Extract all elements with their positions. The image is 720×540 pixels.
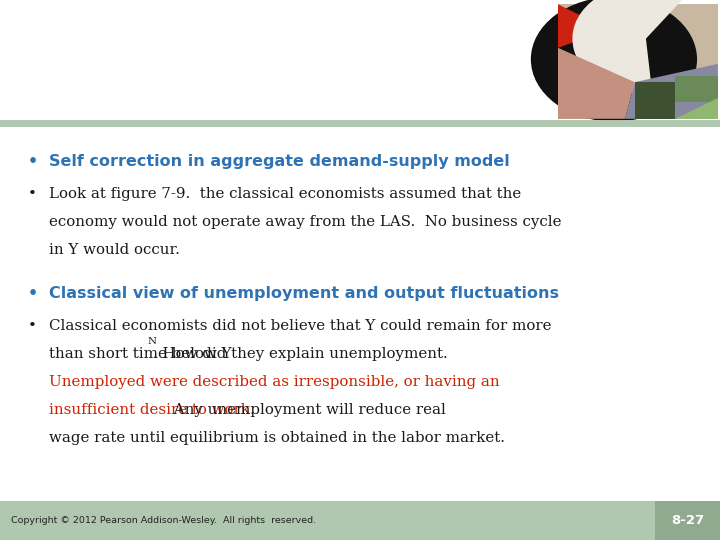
FancyBboxPatch shape — [655, 501, 720, 540]
Text: Classical economists did not believe that Y could remain for more: Classical economists did not believe tha… — [49, 319, 552, 333]
Text: economy would not operate away from the LAS.  No business cycle: economy would not operate away from the … — [49, 215, 562, 229]
Text: Copyright © 2012 Pearson Addison-Wesley.  All rights  reserved.: Copyright © 2012 Pearson Addison-Wesley.… — [11, 516, 316, 525]
Text: . How did they explain unemployment.: . How did they explain unemployment. — [153, 347, 448, 361]
Bar — [635, 82, 675, 119]
Text: Classical view of unemployment and output fluctuations: Classical view of unemployment and outpu… — [49, 286, 559, 301]
FancyBboxPatch shape — [0, 501, 720, 540]
Text: Any unemployment will reduce real: Any unemployment will reduce real — [169, 403, 446, 417]
Polygon shape — [675, 98, 718, 119]
Polygon shape — [558, 4, 609, 48]
Text: Self correction in aggregate demand-supply model: Self correction in aggregate demand-supp… — [49, 154, 510, 170]
Text: •: • — [27, 319, 36, 333]
FancyBboxPatch shape — [0, 0, 720, 123]
Text: 8-27: 8-27 — [671, 514, 704, 527]
Polygon shape — [625, 64, 718, 119]
Text: N: N — [148, 337, 156, 346]
Text: •: • — [27, 286, 37, 301]
Wedge shape — [572, 0, 688, 94]
Text: in Y would occur.: in Y would occur. — [49, 243, 180, 257]
Text: than short time below Y: than short time below Y — [49, 347, 232, 361]
Text: Unemployed were described as irresponsible, or having an: Unemployed were described as irresponsib… — [49, 375, 500, 389]
Text: Look at figure 7-9.  the classical economists assumed that the: Look at figure 7-9. the classical econom… — [49, 187, 521, 201]
Text: insufficient desire to work.: insufficient desire to work. — [49, 403, 255, 417]
Bar — [675, 77, 718, 102]
FancyBboxPatch shape — [558, 4, 718, 119]
Polygon shape — [558, 48, 635, 119]
Circle shape — [531, 0, 697, 122]
Text: •: • — [27, 187, 36, 201]
Text: wage rate until equilibrium is obtained in the labor market.: wage rate until equilibrium is obtained … — [49, 431, 505, 445]
Text: •: • — [27, 154, 37, 170]
